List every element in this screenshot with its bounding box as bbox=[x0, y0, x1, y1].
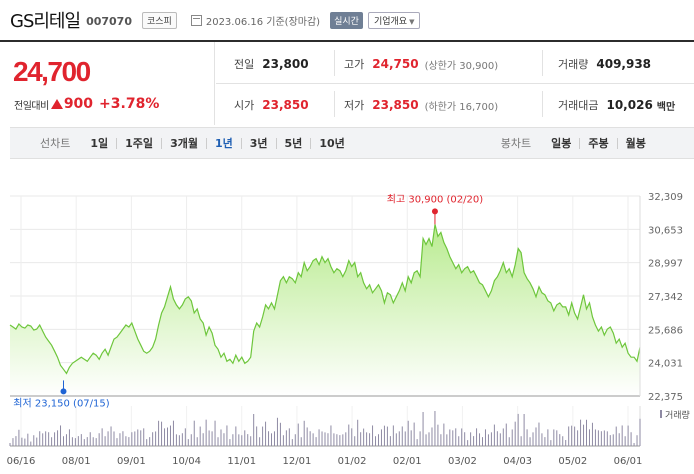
current-price-block: 24,700 전일대비 900 +3.78% bbox=[0, 42, 215, 125]
market-badge: 코스피 bbox=[142, 11, 177, 29]
low-marker bbox=[60, 388, 67, 395]
prev-close-label: 전일 bbox=[234, 58, 255, 71]
chart-tab-bar: 선차트 1일 1주일 3개월 1년 3년 5년 10년 봉차트 일봉 주봉 월봉 bbox=[10, 127, 694, 159]
tab-daily[interactable]: 일봉 bbox=[551, 136, 572, 150]
stock-header: GS리테일 007070 코스피 2023.06.16 기준(장마감) 실시간 … bbox=[0, 0, 694, 40]
y-tick-label: 28,997 bbox=[648, 259, 683, 270]
stat-volume: 거래량 409,938 bbox=[558, 44, 651, 84]
prev-close-value: 23,800 bbox=[262, 57, 309, 71]
y-tick-label: 25,686 bbox=[648, 325, 683, 336]
tab-5y[interactable]: 5년 bbox=[275, 137, 311, 149]
high-value: 24,750 bbox=[372, 57, 419, 71]
low-label: 저가 bbox=[344, 99, 365, 112]
open-value: 23,850 bbox=[262, 98, 309, 112]
y-tick-label: 32,309 bbox=[648, 192, 683, 203]
stock-code: 007070 bbox=[86, 15, 132, 28]
x-tick-label: 10/04 bbox=[172, 456, 201, 467]
trade-value-label: 거래대금 bbox=[558, 99, 599, 112]
tab-3y[interactable]: 3년 bbox=[240, 137, 276, 149]
tab-10y[interactable]: 10년 bbox=[310, 137, 352, 149]
up-arrow-icon bbox=[50, 99, 63, 109]
stat-low: 저가 23,850 (하한가 16,700) bbox=[344, 85, 498, 125]
tab-1d[interactable]: 1일 bbox=[90, 136, 109, 150]
stat-open: 시가 23,850 bbox=[234, 85, 309, 125]
company-info-label: 기업개요 bbox=[373, 16, 408, 27]
x-tick-label: 06/16 bbox=[7, 456, 36, 467]
upper-limit: (상한가 30,900) bbox=[424, 60, 499, 72]
x-tick-label: 06/01 bbox=[614, 456, 643, 467]
low-annotation: 최저 23,150 (07/15) bbox=[13, 397, 109, 409]
y-tick-label: 27,342 bbox=[648, 292, 683, 303]
low-value: 23,850 bbox=[372, 98, 419, 112]
company-info-dropdown[interactable]: 기업개요 ▼ bbox=[367, 11, 421, 29]
price-chart-svg: 32,309 30,653 28,997 27,342 25,686 24,031 22,3… bbox=[7, 192, 690, 467]
high-marker bbox=[431, 208, 438, 215]
stat-high: 고가 24,750 (상한가 30,900) bbox=[344, 44, 498, 84]
x-tick-label: 11/01 bbox=[227, 456, 256, 467]
trade-value-value: 10,026 bbox=[606, 98, 653, 112]
stat-grid: 전일 23,800 고가 24,750 (상한가 30,900) 거래량 409… bbox=[216, 42, 694, 125]
y-tick-label: 24,031 bbox=[648, 359, 683, 370]
y-tick-label: 30,653 bbox=[648, 225, 683, 236]
volume-label: 거래량 bbox=[558, 58, 589, 71]
caret-down-icon: ▼ bbox=[409, 17, 415, 26]
line-chart-label: 선차트 bbox=[40, 137, 71, 150]
lower-limit: (하한가 16,700) bbox=[424, 101, 499, 113]
tab-weekly[interactable]: 주봉 bbox=[579, 137, 616, 149]
x-tick-label: 05/02 bbox=[558, 456, 587, 467]
x-tick-label: 04/03 bbox=[503, 456, 532, 467]
open-label: 시가 bbox=[234, 99, 255, 112]
stat-trade-value: 거래대금 10,026 백만 bbox=[558, 85, 675, 125]
high-label: 고가 bbox=[344, 58, 365, 71]
current-price: 24,700 bbox=[13, 56, 91, 87]
volume-value: 409,938 bbox=[596, 57, 652, 71]
y-tick-label: 22,375 bbox=[648, 392, 683, 403]
x-tick-label: 08/01 bbox=[62, 456, 91, 467]
change-row: 전일대비 900 +3.78% bbox=[14, 96, 159, 112]
tab-monthly[interactable]: 월봉 bbox=[616, 137, 654, 149]
tab-1y[interactable]: 1년 bbox=[205, 137, 241, 149]
realtime-button[interactable]: 실시간 bbox=[330, 11, 363, 29]
stock-name: GS리테일 bbox=[10, 11, 81, 32]
x-tick-label: 12/01 bbox=[282, 456, 311, 467]
price-panel: 24,700 전일대비 900 +3.78% 전일 23,800 고가 24,7… bbox=[0, 40, 694, 125]
x-tick-label: 02/01 bbox=[393, 456, 422, 467]
change-label: 전일대비 bbox=[14, 100, 49, 112]
change-amount: 900 bbox=[63, 96, 94, 112]
change-percent: +3.78% bbox=[99, 96, 160, 112]
high-annotation: 최고 30,900 (02/20) bbox=[387, 193, 483, 205]
tab-3m[interactable]: 3개월 bbox=[161, 137, 206, 149]
x-tick-label: 01/02 bbox=[338, 456, 367, 467]
x-tick-label: 09/01 bbox=[117, 456, 146, 467]
price-area bbox=[10, 224, 640, 396]
calendar-icon bbox=[190, 14, 202, 26]
date-text: 2023.06.16 기준(장마감) bbox=[205, 16, 321, 28]
volume-legend-label: 거래량 bbox=[665, 409, 690, 421]
price-line bbox=[9, 224, 641, 375]
x-tick-label: 03/02 bbox=[448, 456, 477, 467]
trade-value-unit: 백만 bbox=[656, 101, 676, 113]
candle-chart-label: 봉차트 bbox=[500, 137, 532, 150]
price-chart[interactable]: 32,309 30,653 28,997 27,342 25,686 24,031 22,3… bbox=[0, 160, 694, 474]
stat-prev-close: 전일 23,800 bbox=[234, 44, 309, 84]
tab-1w[interactable]: 1주일 bbox=[116, 137, 161, 149]
